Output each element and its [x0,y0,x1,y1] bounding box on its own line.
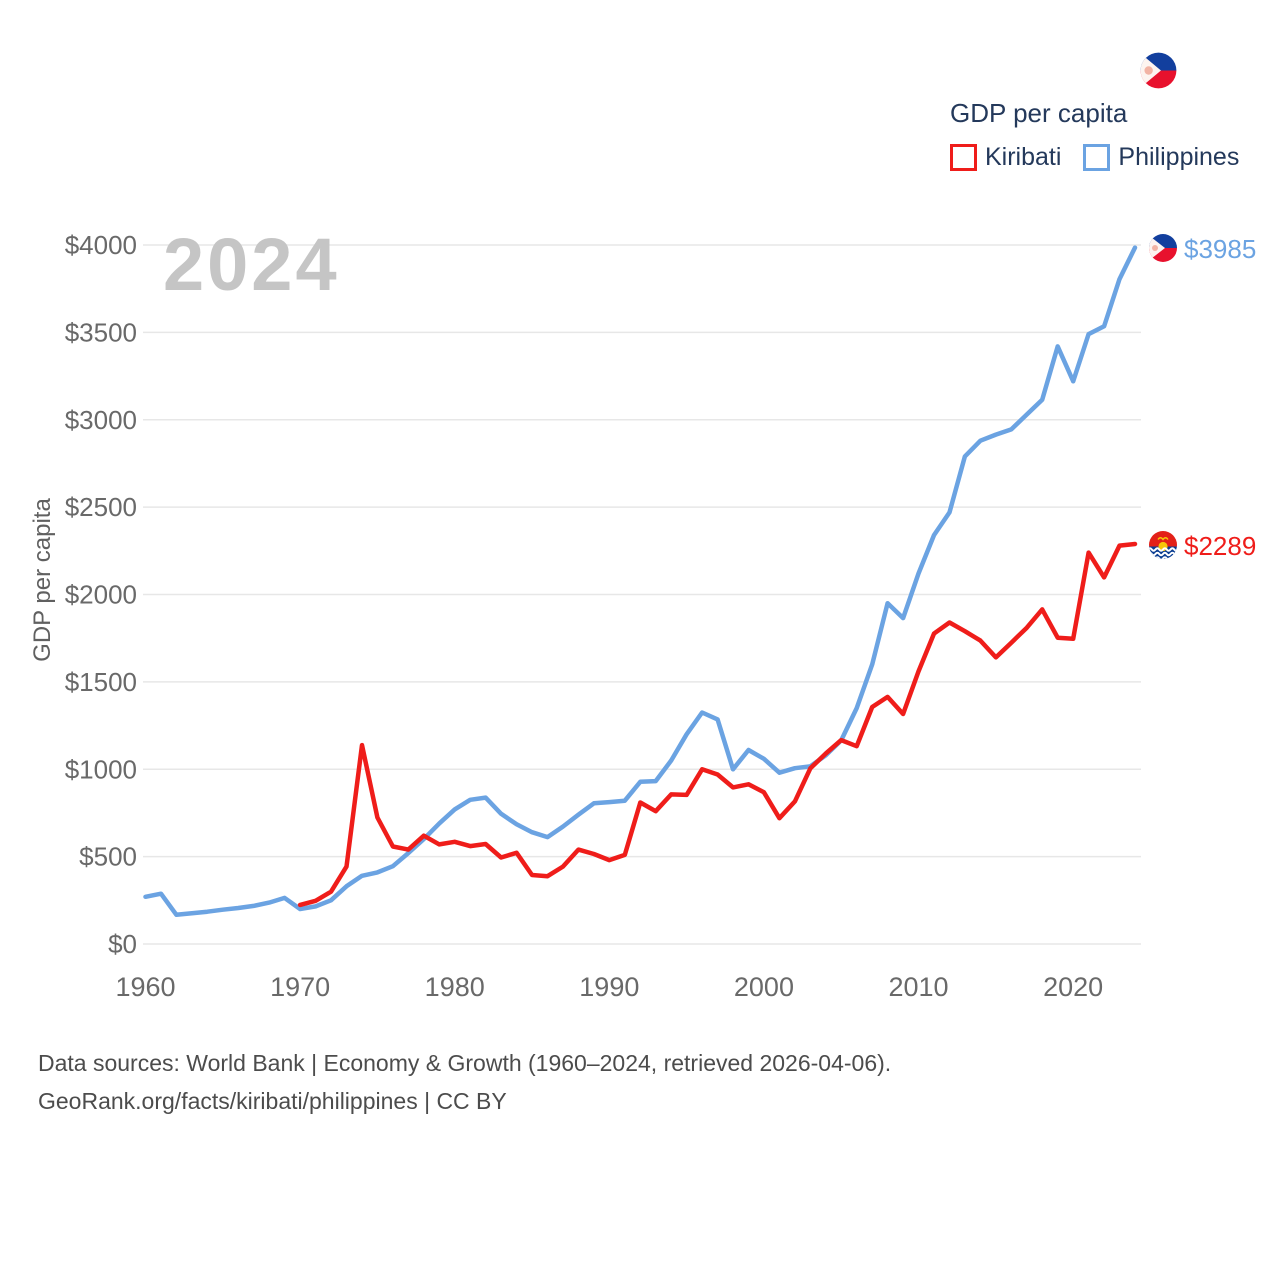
year-watermark: 2024 [163,223,340,306]
x-tick-label: 1970 [270,972,330,1002]
data-source-footer: Data sources: World Bank | Economy & Gro… [38,1044,891,1120]
footer-line-2[interactable]: GeoRank.org/facts/kiribati/philippines |… [38,1088,507,1114]
y-tick-label: $2000 [65,580,137,610]
philippines-line [143,245,1138,918]
y-tick-label: $4000 [65,230,137,260]
x-tick-label: 1980 [425,972,485,1002]
y-tick-label: $3000 [65,405,137,435]
legend-label-philippines[interactable]: Philippines [1118,143,1240,171]
x-tick-label: 2010 [889,972,949,1002]
x-tick-label: 2000 [734,972,794,1002]
y-tick-label: $1000 [65,754,137,784]
philippines-flag-icon [1149,234,1177,262]
kiribati-swatch-icon[interactable] [950,144,977,171]
y-tick-label: $3500 [65,317,137,347]
legend-row: Kiribati Philippines [950,143,1239,172]
footer-line-1: Data sources: World Bank | Economy & Gro… [38,1050,892,1076]
kiribati-flag-icon [1149,531,1177,559]
x-tick-label: 1990 [579,972,639,1002]
x-tick-label: 2020 [1043,972,1103,1002]
kiribati-line [297,541,1138,908]
y-tick-label: $2500 [65,492,137,522]
philippines-flag-logo-icon [1140,52,1177,89]
y-tick-label: $1500 [65,667,137,697]
chart-legend: GDP per capita Kiribati Philippines [950,98,1239,172]
philippines-value-label: $3985 [1184,234,1257,264]
legend-title: GDP per capita [950,98,1128,128]
y-axis-title: GDP per capita [29,498,56,662]
y-tick-label: $500 [79,842,137,872]
x-tick-label: 1960 [115,972,175,1002]
legend-label-kiribati[interactable]: Kiribati [985,143,1062,171]
philippines-swatch-icon[interactable] [1083,144,1111,171]
y-tick-label: $0 [108,929,137,959]
kiribati-value-label: $2289 [1184,531,1257,561]
